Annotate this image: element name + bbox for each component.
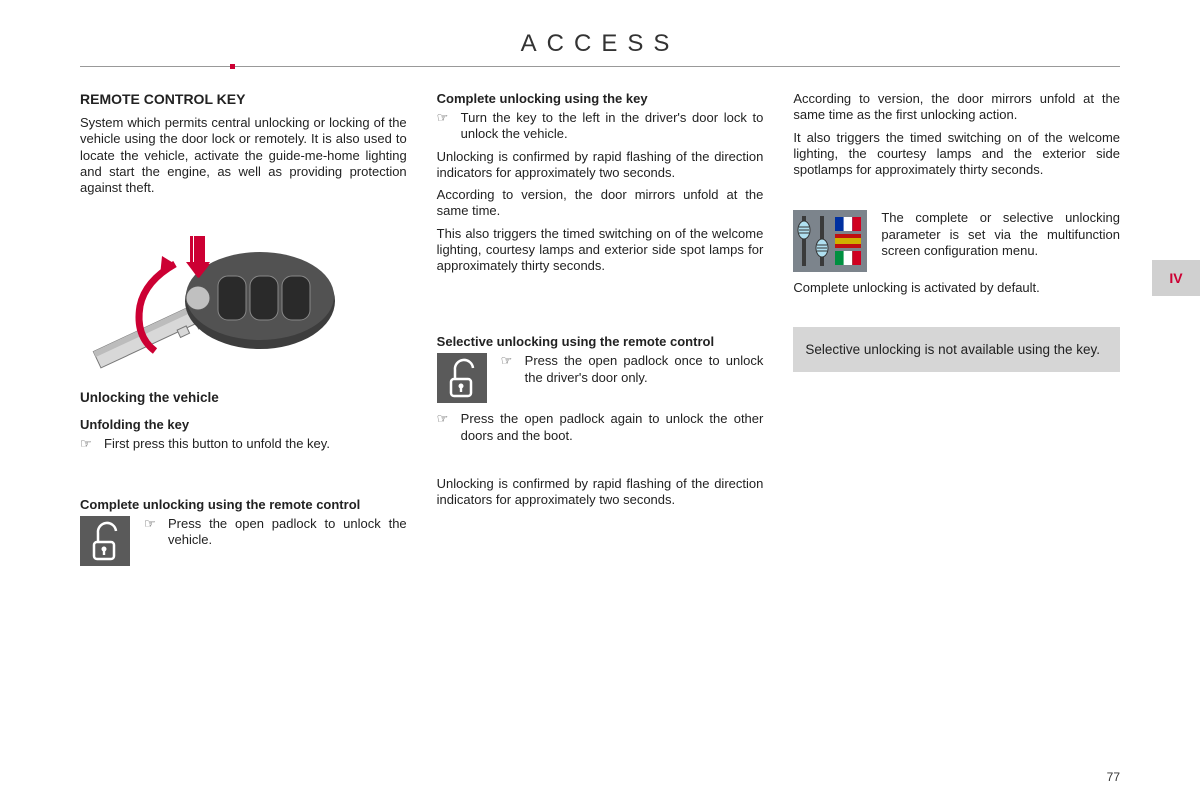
note-box: Selective unlocking is not available usi…	[793, 327, 1120, 373]
paragraph-default: Complete unlocking is activated by defau…	[793, 280, 1120, 296]
bullet-unfold: ☞ First press this button to unfold the …	[80, 436, 407, 452]
heading-complete-unlock-rc: Complete unlocking using the remote cont…	[80, 497, 407, 512]
pointer-icon: ☞	[437, 411, 451, 444]
bullet-text: Turn the key to the left in the driver's…	[461, 110, 764, 143]
page-content: ACCESS REMOTE CONTROL KEY System which p…	[0, 0, 1200, 594]
pointer-icon: ☞	[80, 436, 94, 452]
note-text: Selective unlocking is not available usi…	[805, 342, 1100, 357]
pointer-icon: ☞	[144, 516, 158, 549]
paragraph-config-param: The complete or selective unlocking para…	[881, 210, 1120, 259]
bullet-turn-key: ☞ Turn the key to the left in the driver…	[437, 110, 764, 143]
bullet-text: First press this button to unfold the ke…	[104, 436, 407, 452]
column-3: According to version, the door mirrors u…	[793, 91, 1120, 574]
heading-unlocking-vehicle: Unlocking the vehicle	[80, 390, 407, 405]
paragraph-mirrors: According to version, the door mirrors u…	[437, 187, 764, 220]
column-1: REMOTE CONTROL KEY System which permits …	[80, 91, 407, 574]
bullet-press-padlock: ☞ Press the open padlock to unlock the v…	[144, 516, 407, 549]
page-title: ACCESS	[80, 30, 1120, 58]
config-sliders-icon	[793, 210, 867, 272]
page-number: 77	[1107, 770, 1120, 784]
key-fob-illustration	[80, 206, 340, 376]
paragraph-lighting: It also triggers the timed switching on …	[793, 130, 1120, 179]
bullet-text: Press the open padlock again to unlock t…	[461, 411, 764, 444]
heading-complete-unlock-key: Complete unlocking using the key	[437, 91, 764, 106]
pointer-icon: ☞	[501, 353, 515, 386]
bullet-text: Press the open padlock once to unlock th…	[525, 353, 764, 386]
paragraph-flash: Unlocking is confirmed by rapid flashing…	[437, 149, 764, 182]
bullet-text: Press the open padlock to unlock the veh…	[168, 516, 407, 549]
intro-paragraph: System which permits central unlocking o…	[80, 115, 407, 196]
horizontal-rule	[80, 66, 1120, 67]
paragraph-flash-2: Unlocking is confirmed by rapid flashing…	[437, 476, 764, 509]
column-2: Complete unlocking using the key ☞ Turn …	[437, 91, 764, 574]
open-padlock-icon	[80, 516, 130, 566]
icon-row-config: The complete or selective unlocking para…	[793, 210, 1120, 272]
paragraph-welcome-lighting: This also triggers the timed switching o…	[437, 226, 764, 275]
columns: REMOTE CONTROL KEY System which permits …	[80, 91, 1120, 574]
bullet-sel-2: ☞ Press the open padlock again to unlock…	[437, 411, 764, 444]
pointer-icon: ☞	[437, 110, 451, 143]
heading-remote-key: REMOTE CONTROL KEY	[80, 91, 407, 107]
icon-row-padlock: ☞ Press the open padlock to unlock the v…	[80, 516, 407, 566]
bullet-sel-1: ☞ Press the open padlock once to unlock …	[501, 353, 764, 386]
section-tab: IV	[1152, 260, 1200, 296]
paragraph-version-mirrors: According to version, the door mirrors u…	[793, 91, 1120, 124]
heading-selective-unlock: Selective unlocking using the remote con…	[437, 334, 764, 349]
heading-unfolding-key: Unfolding the key	[80, 417, 407, 432]
open-padlock-icon	[437, 353, 487, 403]
icon-row-padlock-2: ☞ Press the open padlock once to unlock …	[437, 353, 764, 403]
